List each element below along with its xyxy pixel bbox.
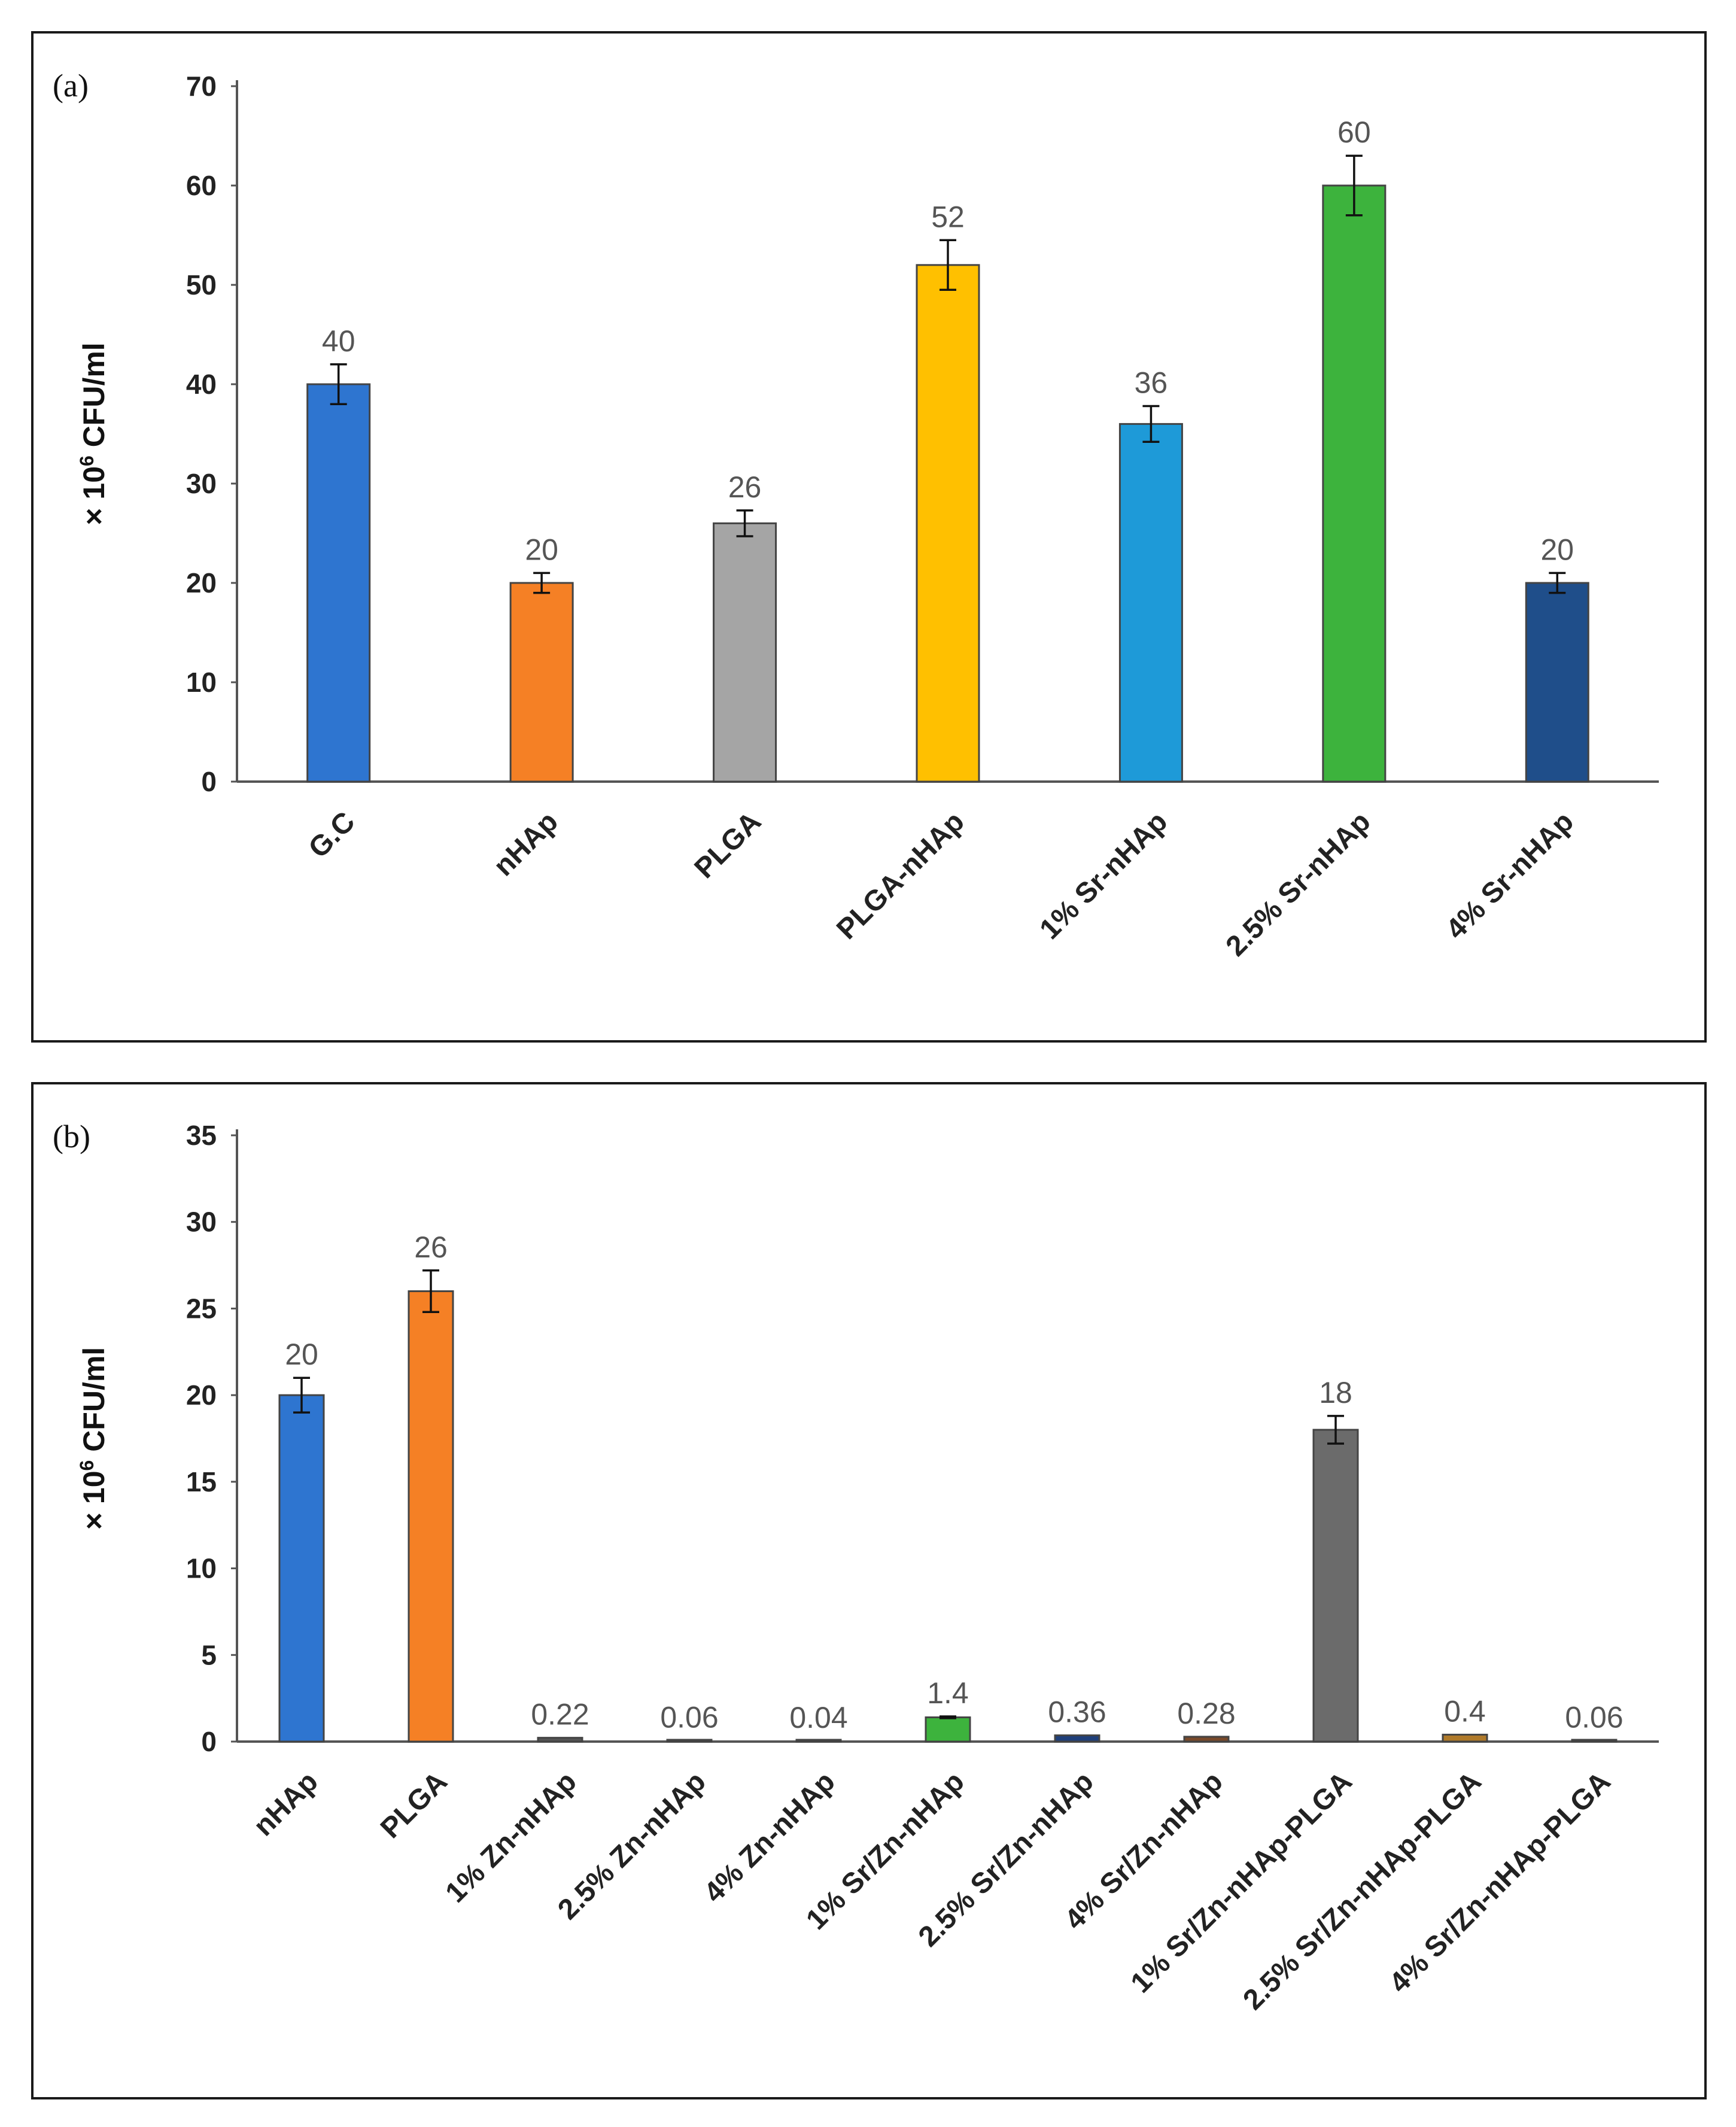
data-label-4-sr-zn-nhap: 0.28 xyxy=(1177,1697,1235,1730)
category-label-4-sr-nhap: 4% Sr-nHAp xyxy=(1440,806,1580,946)
data-label-1-zn-nhap: 0.22 xyxy=(531,1698,589,1731)
data-label-1-sr-zn-nhap-plga: 18 xyxy=(1319,1376,1352,1409)
y-tick-label: 20 xyxy=(186,567,217,598)
chart-a: (a) × 106 CFU/ml 0 10 20 30 40 50 60 70 40 G.C 20 nHA… xyxy=(53,68,1659,962)
bar-g-c xyxy=(306,383,371,783)
bar-1-sr-zn-nhap-plga xyxy=(1312,1429,1359,1743)
data-label-1-sr-zn-nhap: 1.4 xyxy=(927,1676,969,1710)
bar-1-sr-nhap xyxy=(1118,423,1183,783)
data-label-nhap: 20 xyxy=(285,1338,318,1371)
bar-plga xyxy=(713,522,777,783)
y-tick-label: 10 xyxy=(186,667,217,698)
bar-4-sr-zn-nhap xyxy=(1183,1736,1230,1743)
y-tick-label: 15 xyxy=(186,1466,217,1497)
bar-4-zn-nhap xyxy=(795,1739,842,1743)
y-axis-title-unit: CFU/ml xyxy=(77,342,111,455)
category-label-plga-nhap: PLGA-nHAp xyxy=(831,806,971,946)
bar-nhap xyxy=(509,582,574,783)
bar-2-5-sr-nhap xyxy=(1322,184,1387,783)
y-axis-title: × 106 CFU/ml xyxy=(76,342,111,525)
data-label-2-5-sr-zn-nhap: 0.36 xyxy=(1048,1695,1106,1729)
data-label-4-zn-nhap: 0.04 xyxy=(789,1701,847,1734)
y-tick-label: 70 xyxy=(186,71,217,102)
y-tick-label: 50 xyxy=(186,269,217,300)
y-tick-label: 10 xyxy=(186,1553,217,1584)
data-label-4-sr-zn-nhap-plga: 0.06 xyxy=(1565,1700,1623,1734)
bar-2-5-sr-zn-nhap xyxy=(1054,1734,1100,1743)
data-label-plga: 26 xyxy=(414,1230,448,1264)
bar-1-zn-nhap xyxy=(537,1737,583,1743)
data-label-nhap: 20 xyxy=(525,533,558,566)
bar-4-sr-nhap xyxy=(1525,582,1589,783)
category-label-4-sr-zn-nhap-plga: 4% Sr/Zn-nHAp-PLGA xyxy=(1384,1766,1617,1999)
category-label-plga: PLGA xyxy=(689,806,768,885)
data-label-1-sr-nhap: 36 xyxy=(1135,366,1168,400)
panel-label: (b) xyxy=(53,1119,90,1154)
y-tick-label: 0 xyxy=(201,766,217,797)
category-label-1-zn-nhap: 1% Zn-nHAp xyxy=(440,1766,583,1909)
category-label-nhap: nHAp xyxy=(248,1766,324,1842)
category-label-plga: PLGA xyxy=(375,1766,454,1845)
bar-4-sr-zn-nhap-plga xyxy=(1571,1739,1618,1743)
category-label-g-c: G.C xyxy=(303,806,361,864)
bar-2-5-sr-zn-nhap-plga xyxy=(1442,1733,1488,1743)
data-label-2-5-sr-nhap: 60 xyxy=(1337,116,1371,149)
bar-2-5-zn-nhap xyxy=(666,1739,713,1743)
y-axis-title-prefix: × 10 xyxy=(77,466,111,525)
y-axis-title-exponent: 6 xyxy=(76,1460,98,1471)
y-tick-label: 20 xyxy=(186,1379,217,1411)
y-tick-label: 5 xyxy=(201,1639,217,1670)
category-label-1-sr-zn-nhap-plga: 1% Sr/Zn-nHAp-PLGA xyxy=(1125,1766,1358,1999)
data-label-g-c: 40 xyxy=(322,324,355,358)
data-label-4-sr-nhap: 20 xyxy=(1540,533,1574,566)
category-label-nhap: nHAp xyxy=(488,806,564,882)
data-label-plga: 26 xyxy=(728,470,762,504)
panel-a: (a) × 106 CFU/ml 0 10 20 30 40 50 60 70 40 G.C 20 nHA… xyxy=(31,31,1707,1043)
category-label-2-5-sr-zn-nhap-plga: 2.5% Sr/Zn-nHAp-PLGA xyxy=(1237,1766,1487,2016)
y-axis-title-exponent: 6 xyxy=(76,455,98,466)
category-label-1-sr-nhap: 1% Sr-nHAp xyxy=(1034,806,1174,946)
y-axis-title-unit: CFU/ml xyxy=(77,1347,111,1460)
category-label-4-zn-nhap: 4% Zn-nHAp xyxy=(698,1766,841,1909)
bar-plga xyxy=(408,1290,454,1743)
y-tick-label: 30 xyxy=(186,468,217,499)
data-label-2-5-sr-zn-nhap-plga: 0.4 xyxy=(1444,1694,1486,1728)
y-tick-label: 60 xyxy=(186,170,217,201)
data-label-2-5-zn-nhap: 0.06 xyxy=(660,1700,718,1734)
y-tick-label: 25 xyxy=(186,1293,217,1324)
bar-1-sr-zn-nhap xyxy=(925,1716,971,1743)
y-axis-title: × 106 CFU/ml xyxy=(76,1347,111,1530)
chart-b: (b) × 106 CFU/ml 0 5 10 15 20 25 30 35 20 nHAp 26 PLG… xyxy=(53,1119,1659,2016)
y-tick-label: 0 xyxy=(201,1726,217,1757)
bar-nhap xyxy=(278,1394,325,1743)
y-tick-label: 40 xyxy=(186,369,217,400)
y-tick-label: 30 xyxy=(186,1207,217,1238)
y-axis-title-prefix: × 10 xyxy=(77,1470,111,1530)
panel-b: (b) × 106 CFU/ml 0 5 10 15 20 25 30 35 20 nHAp 26 PLG… xyxy=(31,1082,1707,2099)
bar-plga-nhap xyxy=(916,264,980,783)
y-tick-label: 35 xyxy=(186,1120,217,1151)
category-label-2-5-sr-nhap: 2.5% Sr-nHAp xyxy=(1220,806,1377,962)
panel-label: (a) xyxy=(53,68,89,104)
data-label-plga-nhap: 52 xyxy=(931,200,965,233)
